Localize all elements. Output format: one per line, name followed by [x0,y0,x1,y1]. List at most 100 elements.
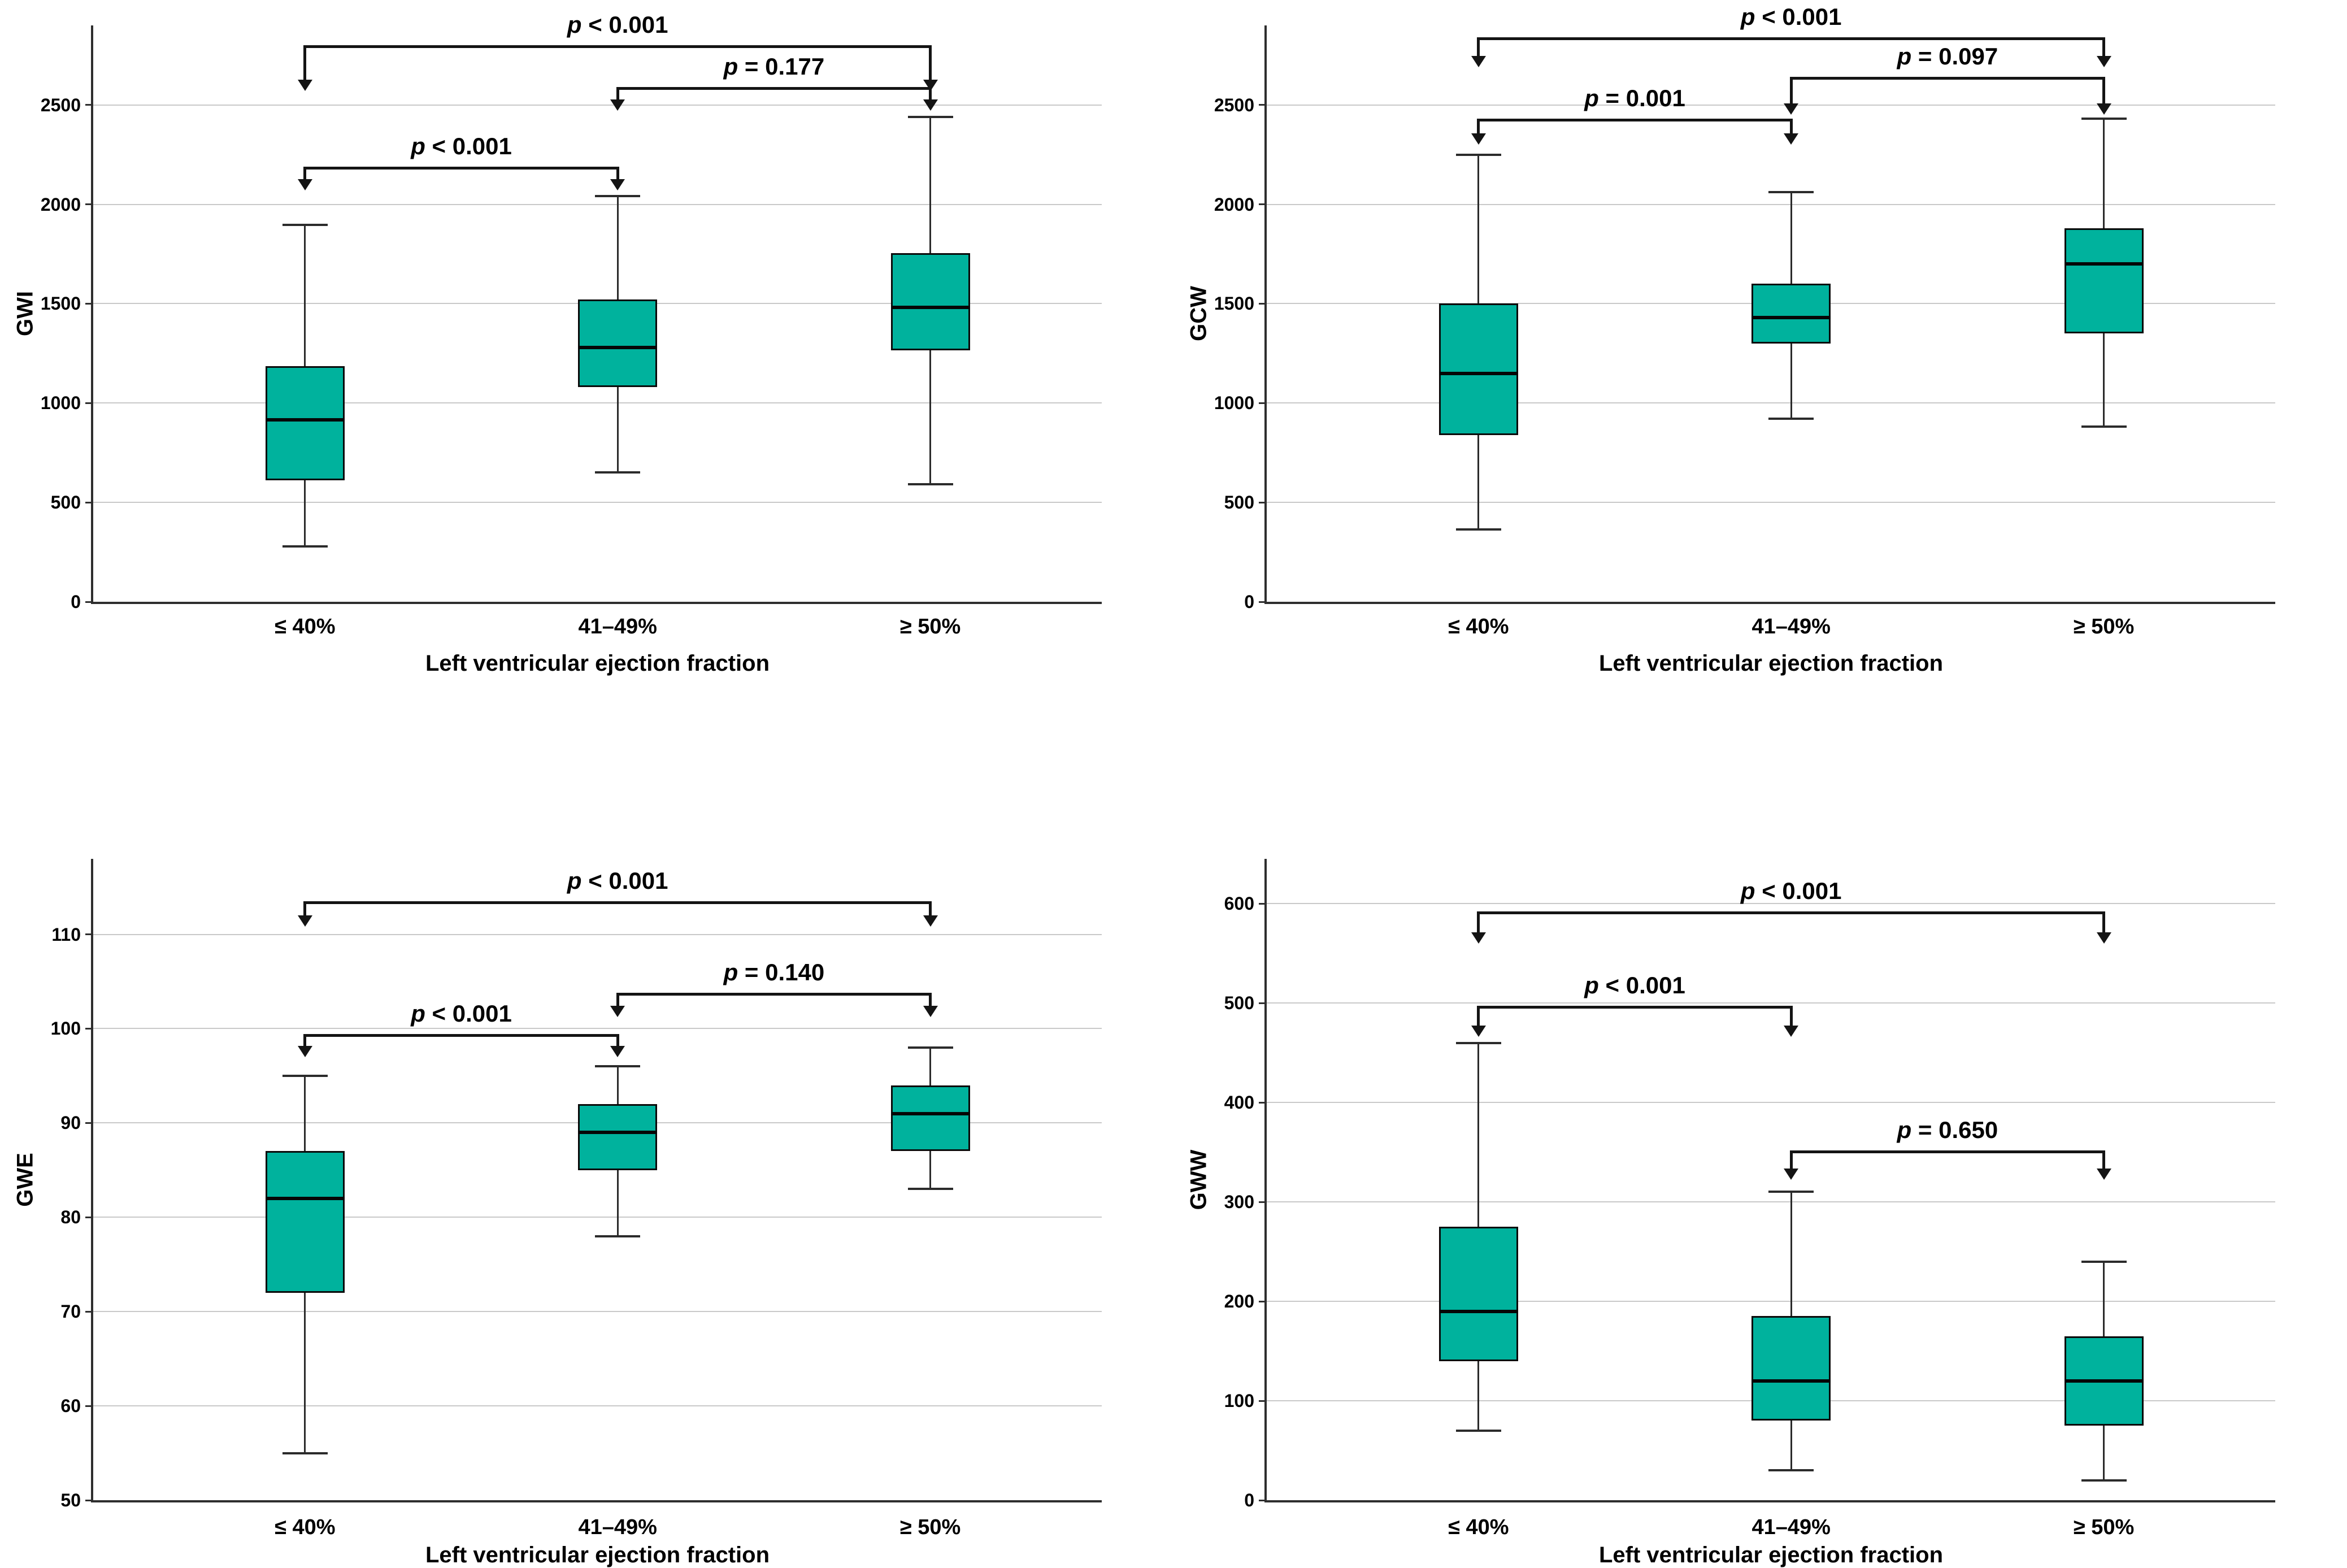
y-tick-label: 60 [60,1396,81,1417]
box [265,366,345,481]
whisker-line [2103,1261,2105,1336]
y-tick-label: 80 [60,1207,81,1228]
whisker-line [929,116,932,253]
y-tick-mark [85,1122,93,1124]
p-symbol: p [1740,3,1755,31]
significance-bracket-stem [929,993,932,1007]
gridline [1267,502,2275,503]
arrow-down-icon [297,915,312,927]
arrow-down-icon [1471,932,1486,944]
whisker-cap [595,195,641,198]
whisker-cap [1768,1191,1814,1193]
plot-area-gcw: 0 500 1000 1500 2000 2500 ≤ 40% 41–49% ≥ 50% p < … [1174,0,2347,780]
p-value-label: p < 0.001 [411,1000,512,1027]
whisker-line [616,1170,619,1236]
y-tick-label: 2500 [40,94,81,115]
p-value-label: p < 0.001 [411,133,512,160]
box [578,1104,658,1170]
x-axis-title: Left ventricular ejection fraction [425,1543,770,1567]
x-axis-line [91,602,1102,604]
significance-bracket-line [1478,37,2104,41]
whisker-cap [2081,1260,2127,1263]
arrow-down-icon [2096,1169,2111,1180]
p-value-text: < 0.001 [425,132,512,159]
box [890,1085,970,1152]
p-value-text: = 0.177 [738,53,825,80]
whisker-line [616,387,619,473]
median-line [578,345,658,349]
arrow-down-icon [2096,103,2111,115]
gridline [93,203,1102,205]
y-tick-mark [85,501,93,503]
y-tick-label: 500 [1224,993,1254,1014]
significance-bracket-line [1478,911,2104,915]
significance-bracket-line [1791,77,2104,80]
y-tick-mark [85,402,93,404]
whisker-line [304,225,306,367]
y-tick-mark [1259,302,1267,305]
median-line [890,306,970,310]
arrow-down-icon [923,99,938,111]
y-tick-mark [1259,402,1267,404]
y-axis-line [91,25,93,604]
significance-bracket-stem [2102,77,2106,105]
y-tick-mark [85,933,93,936]
y-tick-mark [85,302,93,305]
category-label: ≥ 50% [2073,615,2135,639]
median-line [265,418,345,422]
y-tick-mark [1259,501,1267,503]
p-symbol: p [723,959,738,985]
y-tick-mark [1259,104,1267,106]
p-symbol: p [1740,878,1755,905]
significance-bracket-line [305,1034,618,1037]
median-line [2064,1379,2144,1383]
p-value-label: p = 0.650 [1897,1117,1998,1144]
category-label: ≤ 40% [275,1515,336,1539]
whisker-cap [595,1065,641,1068]
significance-bracket-line [1791,1150,2104,1153]
significance-bracket-stem [2102,911,2106,933]
gridline [93,933,1102,935]
whisker-line [616,196,619,300]
y-tick-label: 500 [1224,492,1254,513]
panel-gwi: GWI 0 500 1000 1500 2000 2500 ≤ 40% 41–49% ≥ 50%… [0,0,1174,780]
significance-bracket-stem [616,1034,619,1047]
whisker-line [929,1151,932,1189]
whisker-cap [1768,191,1814,194]
whisker-line [1477,435,1480,529]
p-value-text: = 0.650 [1911,1116,1998,1143]
whisker-line [1790,1192,1792,1317]
arrow-down-icon [610,1006,625,1018]
whisker-cap [1455,153,1501,156]
y-tick-mark [1259,601,1267,603]
significance-bracket-line [1478,1006,1792,1009]
whisker-cap [2081,118,2127,120]
whisker-cap [1768,1469,1814,1472]
significance-bracket-stem [2102,1150,2106,1170]
arrow-down-icon [1471,133,1486,145]
p-value-label: p = 0.140 [724,959,825,986]
whisker-cap [907,115,953,118]
significance-bracket-stem [2102,37,2106,57]
arrow-down-icon [1784,133,1799,145]
significance-bracket-line [618,993,931,996]
gridline [93,502,1102,503]
y-tick-mark [1259,1400,1267,1402]
whisker-cap [1455,1429,1501,1432]
panel-gcw: GCW 0 500 1000 1500 2000 2500 ≤ 40% 41–49% ≥ 50%… [1174,0,2347,780]
box [1751,1316,1831,1421]
gridline [1267,1002,2275,1004]
y-axis-line [1264,25,1267,604]
category-label: ≤ 40% [275,615,336,639]
whisker-line [1477,154,1480,304]
y-tick-label: 2000 [40,194,81,215]
category-label: ≥ 50% [2073,1515,2135,1539]
y-tick-label: 600 [1224,893,1254,914]
y-tick-mark [1259,1101,1267,1104]
p-value-label: p < 0.001 [1741,3,1842,31]
significance-bracket-stem [1477,37,1480,57]
whisker-cap [595,1235,641,1237]
whisker-line [2103,333,2105,427]
panel-gwe: GWE 50 60 70 80 90 100 110 ≤ 40% 41–49% ≥ 50% p < … [0,791,1174,1567]
p-value-label: p < 0.001 [1584,972,1685,999]
